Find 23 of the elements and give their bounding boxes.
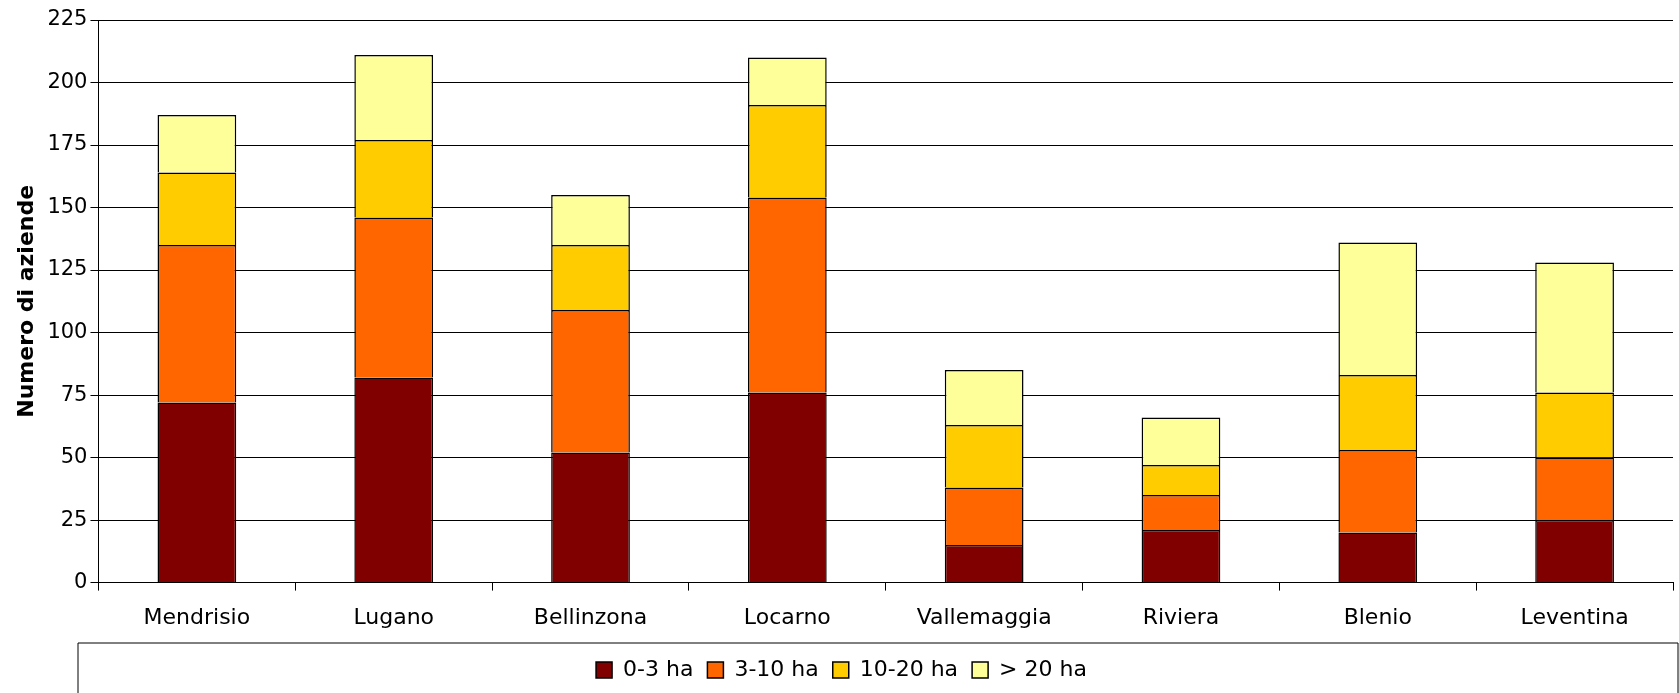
y-tick-label: 225 bbox=[47, 6, 88, 31]
legend-label: 10-20 ha bbox=[859, 655, 959, 681]
legend-label: > 20 ha bbox=[999, 655, 1087, 681]
y-tick-label: 100 bbox=[47, 319, 88, 344]
y-tick-label: 175 bbox=[47, 131, 88, 156]
x-tick-label: Vallemaggia bbox=[916, 603, 1052, 629]
y-tick-label: 200 bbox=[47, 68, 88, 93]
x-tick-label: Riviera bbox=[1142, 603, 1220, 629]
x-tick-label: Lugano bbox=[353, 603, 435, 629]
legend-label: 0-3 ha bbox=[623, 655, 694, 681]
x-tick-label: Blenio bbox=[1343, 603, 1412, 629]
y-axis-title: Numero di aziende bbox=[12, 184, 38, 418]
y-tick-label: 25 bbox=[60, 506, 88, 531]
x-tick-label: Locarno bbox=[743, 603, 831, 629]
y-tick-label: 150 bbox=[47, 193, 88, 218]
x-tick-label: Mendrisio bbox=[143, 603, 251, 629]
y-tick-label: 125 bbox=[47, 256, 88, 281]
y-tick-label: 0 bbox=[74, 569, 88, 594]
x-tick-label: Bellinzona bbox=[533, 603, 648, 629]
y-tick-label: 50 bbox=[60, 444, 88, 469]
legend-label: 3-10 ha bbox=[734, 655, 819, 681]
x-tick-label: Leventina bbox=[1520, 603, 1629, 629]
y-tick-label: 75 bbox=[60, 381, 88, 406]
